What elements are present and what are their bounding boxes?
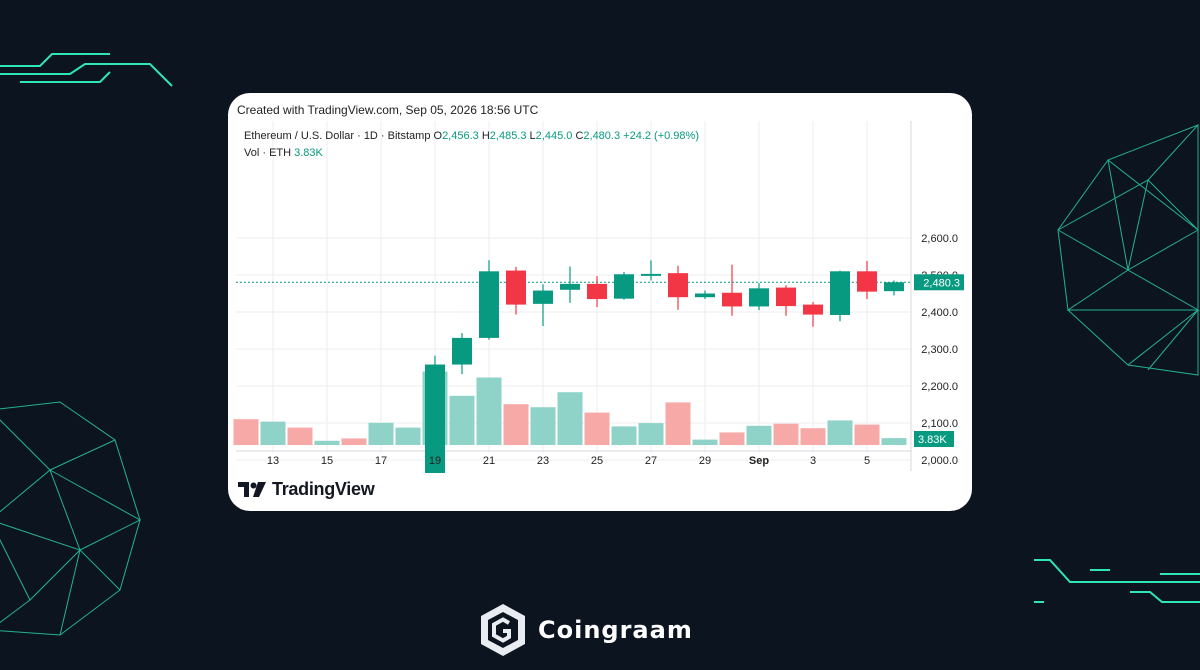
volume-bar bbox=[449, 395, 475, 445]
y-tick-label: 2,600.0 bbox=[921, 233, 958, 245]
volume-bar bbox=[341, 438, 367, 445]
volume-bar bbox=[395, 427, 421, 445]
candle-body bbox=[695, 293, 715, 298]
y-tick-label: 2,100.0 bbox=[921, 418, 958, 430]
candle-body bbox=[614, 274, 634, 299]
legend-volume: Vol · ETH 3.83K bbox=[244, 147, 324, 159]
legend-ohlc: Ethereum / U.S. Dollar · 1D · Bitstamp O… bbox=[244, 130, 699, 142]
legend-part: Ethereum / U.S. Dollar · 1D · Bitstamp bbox=[244, 130, 434, 142]
wireframe-sphere-left bbox=[0, 401, 142, 636]
candle-body bbox=[722, 292, 742, 307]
x-tick-label: 25 bbox=[591, 455, 603, 467]
circuit-lines-top-left bbox=[0, 53, 173, 87]
x-tick-label: 17 bbox=[375, 455, 387, 467]
tradingview-logo: TradingView bbox=[238, 479, 375, 500]
volume-bar bbox=[611, 426, 637, 445]
volume-bar bbox=[368, 422, 394, 445]
volume-bar bbox=[827, 420, 853, 445]
candle-body bbox=[803, 304, 823, 315]
created-with-text: Created with TradingView.com, Sep 05, 20… bbox=[237, 103, 539, 117]
x-tick-label: Sep bbox=[749, 455, 769, 467]
volume-bar bbox=[287, 427, 313, 445]
volume-bar bbox=[773, 423, 799, 445]
candle-body bbox=[749, 288, 769, 307]
legend-part: H bbox=[482, 130, 490, 142]
candle-body bbox=[479, 271, 499, 338]
candle-body bbox=[668, 273, 688, 298]
x-tick-label: 27 bbox=[645, 455, 657, 467]
price-tag-label: 2,480.3 bbox=[923, 277, 960, 289]
legend-part: 2,445.0 bbox=[536, 130, 576, 142]
coingraam-hexagon-logo-icon bbox=[481, 604, 525, 656]
candlestick-chart[interactable]: 2,600.02,500.02,400.02,300.02,200.02,100… bbox=[228, 93, 972, 473]
x-tick-label: 19 bbox=[429, 455, 441, 467]
volume-bar bbox=[530, 407, 556, 445]
x-tick-label: 29 bbox=[699, 455, 711, 467]
legend-part: 2,480.3 bbox=[583, 130, 623, 142]
candle-body bbox=[587, 283, 607, 300]
candle-body bbox=[533, 290, 553, 304]
volume-bar bbox=[503, 404, 529, 445]
legend-part: 2,485.3 bbox=[490, 130, 530, 142]
volume-bar bbox=[557, 392, 583, 445]
x-tick-label: 21 bbox=[483, 455, 495, 467]
candle-body bbox=[452, 337, 472, 365]
legend-part: C bbox=[575, 130, 583, 142]
candle-body bbox=[884, 282, 904, 292]
candle-body bbox=[776, 287, 796, 307]
candle-body bbox=[641, 273, 661, 276]
y-tick-label: 2,400.0 bbox=[921, 307, 958, 319]
legend-part: O bbox=[434, 130, 443, 142]
volume-bar bbox=[854, 424, 880, 445]
candle-body bbox=[857, 271, 877, 292]
brand-name: Coingraam bbox=[538, 616, 693, 644]
volume-bar bbox=[746, 425, 772, 445]
x-tick-label: 13 bbox=[267, 455, 279, 467]
tradingview-icon bbox=[238, 481, 266, 497]
candle-body bbox=[506, 270, 526, 305]
volume-bar bbox=[638, 423, 664, 445]
chart-card: Created with TradingView.com, Sep 05, 20… bbox=[228, 93, 972, 511]
volume-bar bbox=[800, 428, 826, 445]
volume-bar bbox=[314, 440, 340, 445]
x-tick-label: 15 bbox=[321, 455, 333, 467]
legend-part: Vol · ETH bbox=[244, 147, 294, 159]
candle-body bbox=[560, 283, 580, 290]
volume-bar bbox=[584, 412, 610, 445]
volume-bar bbox=[476, 377, 502, 445]
coingraam-brand: Coingraam bbox=[478, 602, 693, 658]
legend-part: 3.83K bbox=[294, 147, 323, 159]
legend-part: L bbox=[530, 130, 536, 142]
y-tick-label: 2,200.0 bbox=[921, 381, 958, 393]
y-tick-label: 2,300.0 bbox=[921, 344, 958, 356]
legend-part: 2,456.3 bbox=[442, 130, 482, 142]
x-tick-label: 3 bbox=[810, 455, 816, 467]
volume-tag-label: 3.83K bbox=[918, 434, 947, 446]
volume-bar bbox=[260, 421, 286, 445]
volume-bar bbox=[233, 419, 259, 445]
volume-bar bbox=[665, 402, 691, 445]
volume-bar bbox=[881, 438, 907, 445]
y-tick-label: 2,000.0 bbox=[921, 455, 958, 467]
wireframe-sphere-right bbox=[1057, 124, 1200, 376]
volume-bar bbox=[719, 432, 745, 445]
candle-body bbox=[425, 364, 445, 473]
price-tag-bg bbox=[914, 274, 964, 291]
legend-part: +24.2 (+0.98%) bbox=[623, 130, 699, 142]
tradingview-wordmark: TradingView bbox=[272, 479, 375, 499]
volume-tag-bg bbox=[914, 431, 954, 447]
circuit-lines-bottom-right bbox=[1034, 559, 1200, 603]
x-tick-label: 5 bbox=[864, 455, 870, 467]
candle-body bbox=[830, 271, 850, 315]
volume-bar bbox=[692, 439, 718, 445]
x-tick-label: 23 bbox=[537, 455, 549, 467]
